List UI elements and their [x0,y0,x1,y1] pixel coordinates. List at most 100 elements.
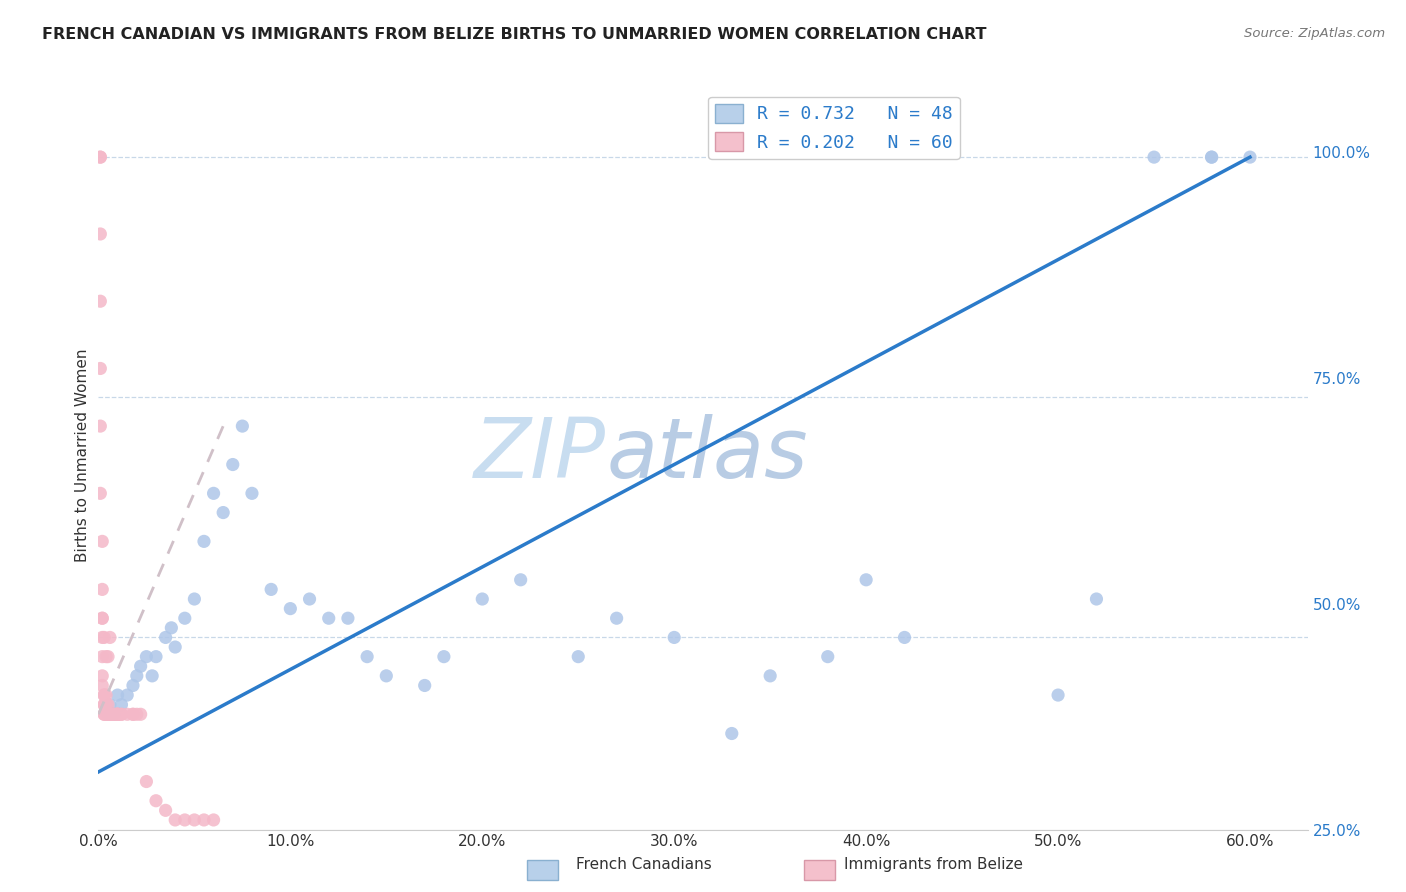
Point [202,486,225,500]
Point [129,659,152,673]
Point [89,227,111,241]
Point [135,774,157,789]
Point [93,631,115,645]
Text: atlas: atlas [606,415,808,495]
Point [1201,150,1223,164]
Point [91,534,114,549]
Point [93,688,115,702]
Point [107,707,129,722]
Point [91,669,114,683]
Point [103,707,125,722]
Point [664,631,686,645]
Point [155,631,177,645]
Point [93,707,115,722]
Point [91,582,114,597]
Point [89,419,111,434]
Point [122,707,145,722]
Point [183,813,205,827]
Point [413,678,436,692]
Point [91,631,114,645]
Point [110,707,132,722]
Point [101,707,124,722]
Point [280,601,302,615]
Point [107,707,129,722]
Point [375,669,398,683]
Y-axis label: Births to Unmarried Women: Births to Unmarried Women [75,348,90,562]
Point [98,707,121,722]
Point [173,611,195,625]
Text: FRENCH CANADIAN VS IMMIGRANTS FROM BELIZE BIRTHS TO UNMARRIED WOMEN CORRELATION : FRENCH CANADIAN VS IMMIGRANTS FROM BELIZ… [42,27,987,42]
Point [855,573,877,587]
Point [141,669,163,683]
Point [103,707,125,722]
Point [89,361,111,376]
Point [212,506,235,520]
Point [165,640,187,654]
Point [125,707,148,722]
Point [155,803,177,817]
Text: Immigrants from Belize: Immigrants from Belize [844,857,1022,872]
Text: ZIP: ZIP [474,415,606,495]
Point [98,707,121,722]
Point [98,707,121,722]
Point [103,707,125,722]
Point [89,150,111,164]
Point [94,688,117,702]
Point [104,707,127,722]
Point [94,649,117,664]
Point [471,592,494,607]
Point [318,611,340,625]
Point [160,621,183,635]
Point [93,698,115,712]
Point [817,649,839,664]
Point [260,582,283,597]
Point [606,611,628,625]
Point [720,726,742,740]
Point [115,688,138,702]
Point [107,707,129,722]
Point [173,813,195,827]
Point [1201,150,1223,164]
Point [91,611,114,625]
Point [336,611,359,625]
Point [94,707,117,722]
Point [356,649,378,664]
Legend: R = 0.732   N = 48, R = 0.202   N = 60: R = 0.732 N = 48, R = 0.202 N = 60 [709,97,960,159]
Text: Source: ZipAtlas.com: Source: ZipAtlas.com [1244,27,1385,40]
Point [1085,592,1108,607]
Point [97,649,120,664]
Point [89,150,111,164]
Point [135,649,157,664]
Point [89,294,111,309]
Point [145,794,167,808]
Point [89,486,111,500]
Point [567,649,589,664]
Point [1143,150,1166,164]
Text: French Canadians: French Canadians [576,857,713,872]
Point [122,707,145,722]
Point [101,707,124,722]
Point [107,688,129,702]
Point [93,707,115,722]
Point [193,534,215,549]
Point [97,698,120,712]
Point [202,813,225,827]
Point [125,669,148,683]
Point [98,698,121,712]
Point [183,592,205,607]
Point [94,698,117,712]
Point [115,707,138,722]
Point [759,669,782,683]
Point [509,573,531,587]
Point [1047,688,1070,702]
Point [129,707,152,722]
Point [110,707,132,722]
Point [107,707,129,722]
Point [193,813,215,827]
Point [165,813,187,827]
Point [98,631,121,645]
Point [91,678,114,692]
Point [93,698,115,712]
Point [110,698,132,712]
Point [893,631,915,645]
